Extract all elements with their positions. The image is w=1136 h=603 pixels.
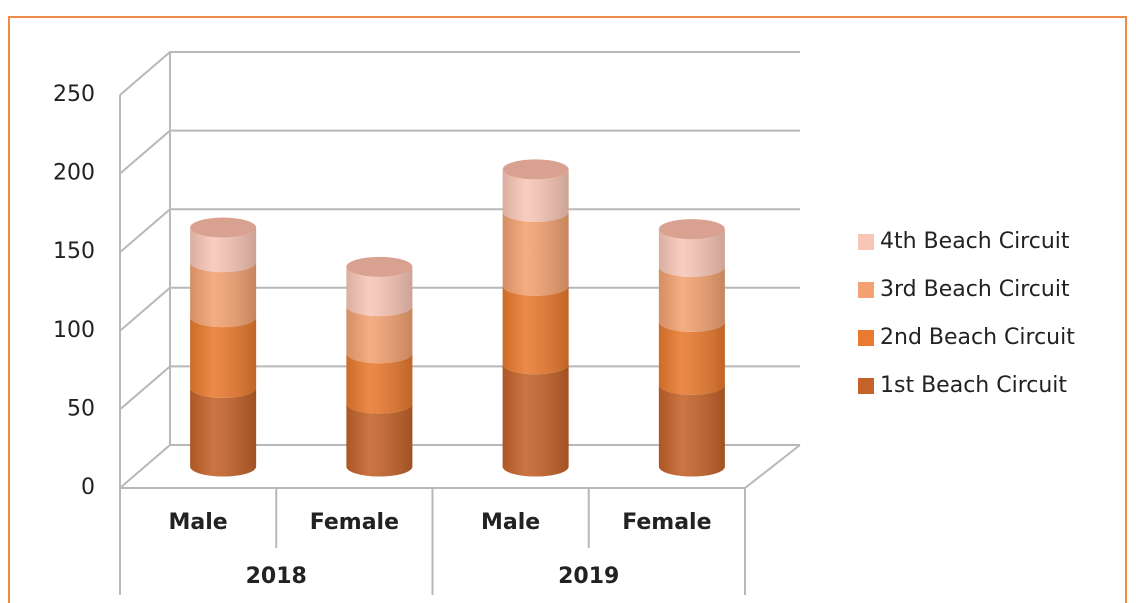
grid-line (119, 129, 800, 175)
x-tick-label: Female (622, 510, 711, 535)
bar-shading (502, 169, 569, 477)
y-tick-label: 50 (67, 396, 95, 421)
legend-swatch (858, 234, 874, 250)
legend-swatch (858, 378, 874, 394)
legend-swatch (858, 330, 874, 346)
legend-label: 1st Beach Circuit (880, 373, 1067, 398)
y-tick-label: 250 (53, 82, 95, 107)
grid-line (119, 51, 800, 96)
bar-cap (190, 217, 257, 238)
legend-label: 4th Beach Circuit (880, 229, 1070, 254)
grid-line (119, 208, 800, 253)
bar-shading (658, 229, 725, 477)
bar-shading (346, 266, 413, 477)
grid-line (119, 444, 800, 489)
x-tick-label: Female (310, 510, 399, 535)
y-tick-label: 200 (53, 161, 95, 186)
bar-shading (190, 227, 257, 477)
y-tick-label: 150 (53, 239, 95, 264)
legend-label: 2nd Beach Circuit (880, 325, 1075, 350)
y-tick-label: 100 (53, 318, 95, 343)
bar-cap (502, 159, 569, 180)
group-label: 2019 (558, 564, 619, 589)
legend-label: 3rd Beach Circuit (880, 277, 1070, 302)
bar-cap (658, 219, 725, 240)
x-tick-label: Male (169, 510, 228, 535)
frame (8, 16, 1127, 603)
x-tick-label: Male (481, 510, 540, 535)
y-tick-label: 0 (81, 475, 95, 500)
legend-swatch (858, 282, 874, 298)
bar-cap (346, 256, 413, 277)
grid-line (119, 286, 800, 332)
group-label: 2018 (246, 564, 307, 589)
grid-line (119, 365, 800, 411)
